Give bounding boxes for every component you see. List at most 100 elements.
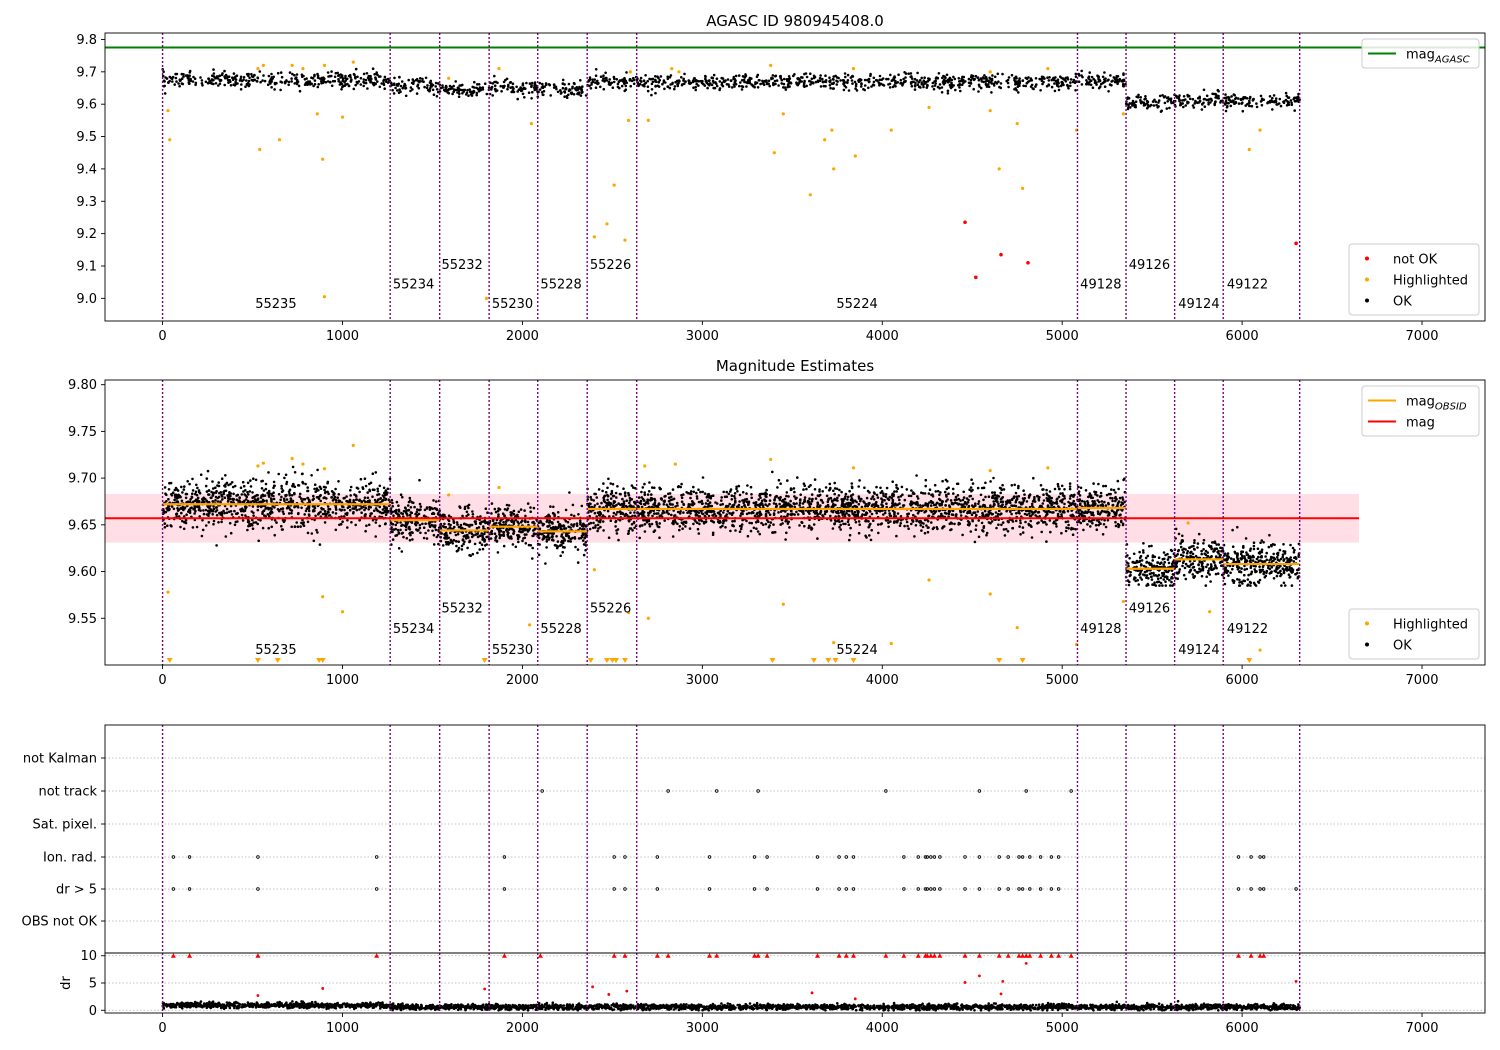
panel-estimates-ok-point	[195, 525, 199, 529]
panel-estimates-ok-point	[319, 499, 323, 503]
panel-estimates-ok-point	[384, 522, 387, 525]
panel-agasc-ok-point	[542, 93, 545, 97]
panel-estimates-ok-point	[517, 540, 520, 544]
panel-estimates-ok-point	[211, 509, 215, 513]
panel-estimates-ok-point	[408, 538, 412, 542]
panel-agasc-ok-point	[816, 79, 820, 82]
panel-estimates-ok-point	[552, 505, 555, 509]
panel-agasc-ok-point	[814, 80, 818, 84]
panel-agasc-ok-point	[1047, 83, 1050, 86]
panel-agasc-ok-point	[1069, 81, 1072, 84]
panel-agasc-ok-point	[907, 72, 910, 75]
panel-estimates-ok-point	[593, 511, 597, 515]
panel-agasc-ok-point	[461, 92, 464, 95]
panel-agasc-obsid-label: 55232	[441, 258, 482, 273]
panel-estimates-ok-point	[653, 529, 657, 532]
panel-estimates-ok-point	[358, 519, 361, 522]
panel-agasc-ok-point	[502, 85, 506, 89]
panel-estimates-ok-point	[1071, 533, 1075, 536]
panel-estimates-ok-point	[217, 521, 220, 524]
panel-agasc: AGASC ID 980945408.0 5523555234552325523…	[76, 12, 1486, 344]
panel-agasc-ok-point	[651, 77, 655, 81]
panel-agasc-ok-point	[1247, 102, 1251, 105]
panel-estimates-ok-point	[224, 535, 228, 538]
panel-estimates-ok-point	[493, 507, 497, 511]
panel-estimates-ok-point	[326, 505, 330, 508]
panel-agasc-ok-point	[632, 76, 635, 80]
panel-agasc-ok-point	[1035, 83, 1038, 86]
panel-agasc-ok-point	[1121, 82, 1125, 86]
panel-estimates-ok-point	[352, 499, 356, 502]
panel-agasc-ok-point	[208, 79, 212, 83]
panel-agasc-ytick-label: 9.1	[76, 259, 97, 274]
panel-agasc-ok-point	[391, 83, 394, 87]
panel-estimates-ok-point	[432, 524, 435, 528]
panel-estimates-ok-point	[971, 504, 974, 507]
panel-agasc-ok-point	[382, 79, 385, 83]
panel-agasc-ok-point	[913, 77, 917, 81]
panel-estimates-ok-point	[725, 490, 728, 494]
panel-agasc-ok-point	[695, 82, 698, 86]
panel-estimates-ok-point	[212, 519, 216, 523]
panel-estimates-ok-point	[524, 520, 527, 524]
panel-estimates-ok-point	[191, 477, 194, 481]
panel-estimates-ok-point	[378, 505, 382, 509]
panel-agasc-highlighted-point	[277, 138, 282, 142]
panel-agasc-ok-point	[855, 89, 859, 92]
panel-agasc-ok-point	[1042, 75, 1045, 79]
panel-agasc-highlighted-point	[823, 138, 827, 142]
panel-estimates-ok-point	[198, 491, 202, 495]
panel-agasc-not-ok-point	[1294, 241, 1298, 246]
panel-agasc-ok-point	[1274, 97, 1278, 100]
panel-estimates-ok-point	[519, 521, 523, 524]
panel-estimates-ok-point	[526, 502, 530, 505]
panel-agasc-ok-point	[1216, 88, 1220, 92]
panel-estimates-ok-point	[1001, 483, 1004, 487]
panel-agasc-ok-point	[618, 79, 621, 83]
panel-estimates-ok-point	[916, 512, 920, 515]
panel-estimates-ok-point	[743, 504, 746, 507]
panel-agasc-ok-point	[863, 78, 867, 82]
panel-agasc-ok-point	[936, 76, 939, 80]
panel-estimates-ok-point	[445, 542, 448, 546]
panel-agasc-highlighted-point	[322, 63, 327, 67]
panel-estimates-ok-point	[551, 535, 554, 539]
panel-estimates-ok-point	[306, 531, 310, 535]
panel-agasc-ok-point	[1139, 101, 1143, 105]
panel-agasc-ok-point	[1249, 95, 1252, 99]
panel-estimates-ok-point	[498, 536, 502, 540]
panel-estimates-ok-point	[390, 498, 394, 502]
panel-agasc-ok-point	[683, 82, 686, 85]
panel-estimates-ok-point	[1034, 514, 1037, 517]
panel-agasc-ok-point	[1053, 82, 1056, 85]
panel-agasc-ok-point	[393, 76, 396, 80]
panel-agasc-legend-swatch	[1365, 277, 1369, 282]
panel-estimates-ok-point	[319, 493, 322, 497]
panel-estimates-ok-point	[354, 523, 358, 527]
panel-agasc-ok-point	[1279, 104, 1283, 108]
panel-agasc-highlighted-point	[529, 122, 534, 126]
panel-agasc-ok-point	[832, 87, 835, 90]
panel-estimates-ok-point	[850, 486, 854, 490]
panel-agasc-ok-point	[871, 83, 875, 87]
panel-estimates-ok-point	[512, 513, 516, 516]
panel-agasc-highlighted-point	[1258, 128, 1262, 132]
panel-estimates-ok-point	[467, 536, 470, 539]
panel-estimates-ok-point	[789, 499, 792, 503]
panel-agasc-ok-point	[396, 89, 399, 92]
panel-estimates-ok-point	[432, 543, 436, 546]
panel-estimates-ok-point	[293, 491, 296, 495]
panel-estimates-ok-point	[510, 519, 513, 523]
panel-estimates-ok-point	[324, 513, 328, 517]
panel-agasc-ok-point	[1202, 88, 1206, 92]
panel-estimates-ok-point	[617, 538, 620, 542]
panel-agasc-ok-point	[519, 86, 522, 89]
panel-agasc-ok-point	[767, 79, 771, 83]
panel-agasc-ok-point	[804, 72, 808, 75]
panel-estimates-ok-point	[557, 525, 560, 529]
panel-agasc-ok-point	[911, 80, 914, 84]
panel-estimates-ok-point	[272, 497, 276, 501]
panel-estimates-ok-point	[374, 521, 378, 524]
panel-agasc-ok-point	[962, 75, 966, 79]
panel-agasc-ok-point	[242, 75, 246, 79]
